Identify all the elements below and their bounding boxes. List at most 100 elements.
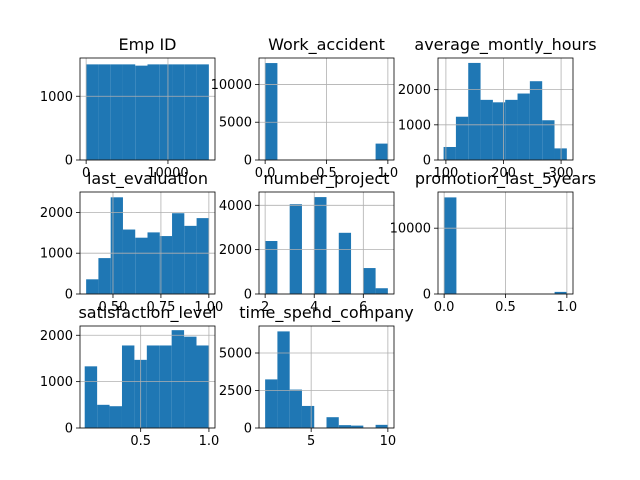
histogram-bar xyxy=(86,64,99,160)
axes-frame xyxy=(79,325,216,429)
subplot-last-evaluation: 0.50 0.75 1.00 0 1000 2000 last_evaluation xyxy=(40,169,223,315)
histogram-bar xyxy=(184,336,197,428)
subplot-title: Emp ID xyxy=(119,35,177,54)
histogram-bar xyxy=(172,213,185,294)
histogram-bar xyxy=(351,425,364,428)
x-tick-label: 0.75 xyxy=(146,300,175,315)
histogram-bar xyxy=(184,64,197,160)
histogram-bar xyxy=(338,425,352,428)
histogram-bar xyxy=(375,288,388,294)
subplot-average-montly-hours: 100 200 300 0 1000 2000 average_montly_hours xyxy=(398,35,597,181)
x-tick-label: 5 xyxy=(307,434,315,449)
histogram-bar xyxy=(554,291,567,294)
y-tick-label: 4000 xyxy=(219,199,252,214)
histogram-bar xyxy=(338,232,352,294)
histogram-bar xyxy=(86,279,99,294)
y-tick-label: 2000 xyxy=(219,243,252,258)
histogram-bar xyxy=(122,229,136,294)
y-tick-label: 1000 xyxy=(40,375,73,390)
axes-frame xyxy=(437,57,574,161)
x-tick-label: 300 xyxy=(549,166,574,181)
histogram-bar xyxy=(110,197,123,294)
y-tick-label: 5000 xyxy=(219,347,252,362)
subplot-title: Work_accident xyxy=(268,35,385,55)
histogram-bar xyxy=(98,258,111,294)
histogram-bar xyxy=(375,424,388,428)
y-tick-label: 1000 xyxy=(398,118,431,133)
y-tick-label: 0 xyxy=(423,288,431,303)
y-tick-label: 10000 xyxy=(211,78,252,93)
axes-frame xyxy=(258,191,395,295)
x-tick-label: 10 xyxy=(380,434,397,449)
x-tick-label: 0 xyxy=(82,166,90,181)
x-tick-label: 1.00 xyxy=(194,300,223,315)
histogram-bar xyxy=(277,331,290,428)
y-tick-label: 0 xyxy=(244,154,252,169)
x-tick-label: 2 xyxy=(261,300,269,315)
y-tick-label: 0 xyxy=(65,422,73,437)
histogram-bar xyxy=(109,406,122,428)
histogram-bar xyxy=(444,197,457,294)
histogram-bar xyxy=(196,64,209,160)
subplot-promotion-last-5years: 0.0 0.5 1.0 0 10000 promotion_last_5years xyxy=(390,169,596,315)
subplot-title: satisfaction_level xyxy=(78,303,216,323)
y-tick-label: 10000 xyxy=(390,222,431,237)
x-tick-label: 0.5 xyxy=(316,166,337,181)
x-tick-label: 4 xyxy=(310,300,318,315)
histogram-bar xyxy=(505,99,518,160)
y-tick-label: 2000 xyxy=(398,83,431,98)
histogram-bar xyxy=(492,102,506,160)
histogram-bar xyxy=(314,197,327,294)
histogram-bar xyxy=(542,120,555,160)
histogram-bar xyxy=(146,345,160,428)
histogram-bar xyxy=(455,116,469,160)
y-tick-label: 0 xyxy=(244,288,252,303)
x-tick-label: 1.0 xyxy=(557,300,578,315)
histogram-bar xyxy=(159,64,173,160)
y-tick-label: 0 xyxy=(65,154,73,169)
axes-frame xyxy=(79,191,216,295)
subplot-number-project: 2 4 6 0 2000 4000 number_project xyxy=(219,169,395,315)
x-tick-label: 10000 xyxy=(147,166,188,181)
histogram-bar xyxy=(265,63,278,160)
axes-frame xyxy=(258,325,395,429)
x-tick-label: 1.0 xyxy=(378,166,399,181)
histogram-bar xyxy=(84,366,98,428)
subplot-title: time_spend_company xyxy=(239,303,414,323)
subplot-title: average_montly_hours xyxy=(414,35,596,55)
subplot-title: number_project xyxy=(264,169,390,189)
histogram-bar xyxy=(121,345,135,428)
histogram-bar xyxy=(265,241,278,294)
histogram-bar xyxy=(554,148,567,160)
histogram-bar xyxy=(196,345,209,428)
histogram-bar xyxy=(375,143,388,160)
y-tick-label: 0 xyxy=(423,154,431,169)
histogram-bar xyxy=(326,417,339,428)
y-tick-label: 2000 xyxy=(40,329,73,344)
x-tick-label: 0.0 xyxy=(434,300,455,315)
histogram-bar xyxy=(122,64,136,160)
histogram-bar xyxy=(443,146,456,160)
histogram-bar xyxy=(363,268,376,294)
histogram-bar xyxy=(184,225,197,294)
histogram-bar xyxy=(135,65,148,160)
subplot-title: last_evaluation xyxy=(87,169,208,189)
x-tick-label: 0.5 xyxy=(495,300,516,315)
subplot-time-spend-company: 5 10 0 2500 5000 time_spend_company xyxy=(219,303,414,449)
subplot-satisfaction-level: 0.5 1.0 0 1000 2000 satisfaction_level xyxy=(40,303,219,449)
histogram-bar xyxy=(529,81,543,160)
subplot-emp-id: 0 10000 0 1000 Emp ID xyxy=(40,35,216,181)
y-tick-label: 1000 xyxy=(40,247,73,262)
histogram-bar xyxy=(468,62,481,161)
x-tick-label: 0.50 xyxy=(99,300,128,315)
histogram-bar xyxy=(289,389,302,428)
histogram-bar xyxy=(135,237,148,294)
histogram-bar xyxy=(480,99,493,160)
histogram-bar xyxy=(171,330,185,428)
subplot-work-accident: 0.0 0.5 1.0 0 5000 10000 Work_accident xyxy=(211,35,399,181)
histogram-bar xyxy=(159,345,172,428)
histogram-bar xyxy=(159,236,173,294)
histogram-bar xyxy=(98,64,111,160)
histogram-bar xyxy=(265,379,278,428)
